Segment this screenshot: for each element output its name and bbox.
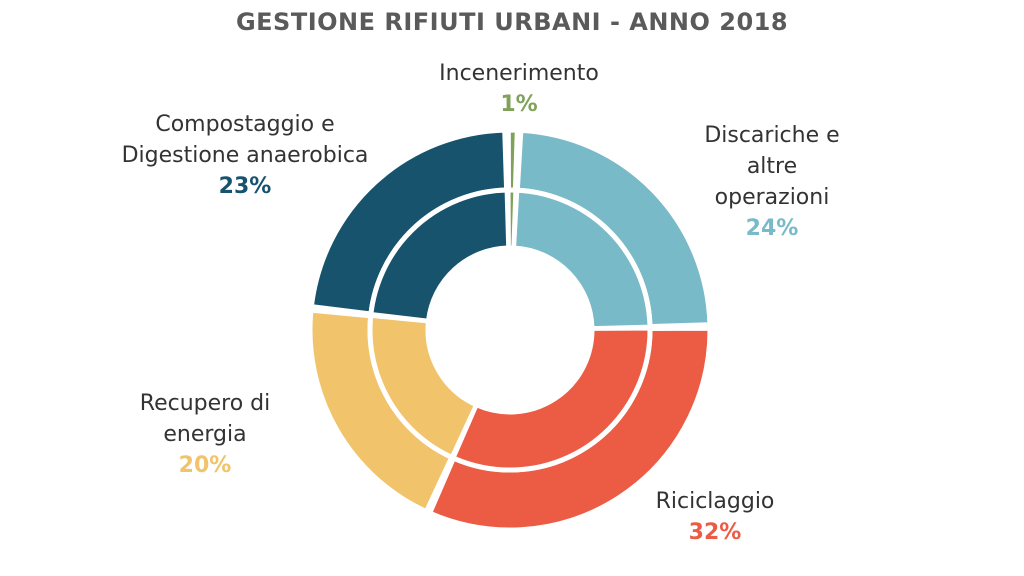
- label-discariche: Discariche e altre operazioni 24%: [672, 120, 872, 244]
- ring-separator: [367, 187, 653, 473]
- slice-value-recupero: 20%: [178, 453, 232, 478]
- slice-name-incenerimento: Incenerimento: [439, 61, 599, 86]
- slice-name-discariche: Discariche e altre operazioni: [704, 123, 840, 210]
- label-riciclaggio: Riciclaggio 32%: [620, 486, 810, 548]
- outer-slice-incenerimento: [507, 129, 518, 194]
- slice-value-compostaggio: 23%: [218, 174, 272, 199]
- chart-title: GESTIONE RIFIUTI URBANI - ANNO 2018: [235, 8, 789, 36]
- slice-name-riciclaggio: Riciclaggio: [655, 489, 775, 514]
- label-recupero: Recupero di energia 20%: [100, 388, 310, 481]
- slice-name-recupero: Recupero di energia: [139, 391, 271, 447]
- label-compostaggio: Compostaggio e Digestione anaerobica 23%: [92, 109, 398, 202]
- slice-value-riciclaggio: 32%: [688, 520, 742, 545]
- slice-value-incenerimento: 1%: [500, 92, 538, 117]
- label-incenerimento: Incenerimento 1%: [414, 58, 624, 120]
- slice-name-compostaggio: Compostaggio e Digestione anaerobica: [121, 112, 369, 168]
- slice-value-discariche: 24%: [745, 216, 799, 241]
